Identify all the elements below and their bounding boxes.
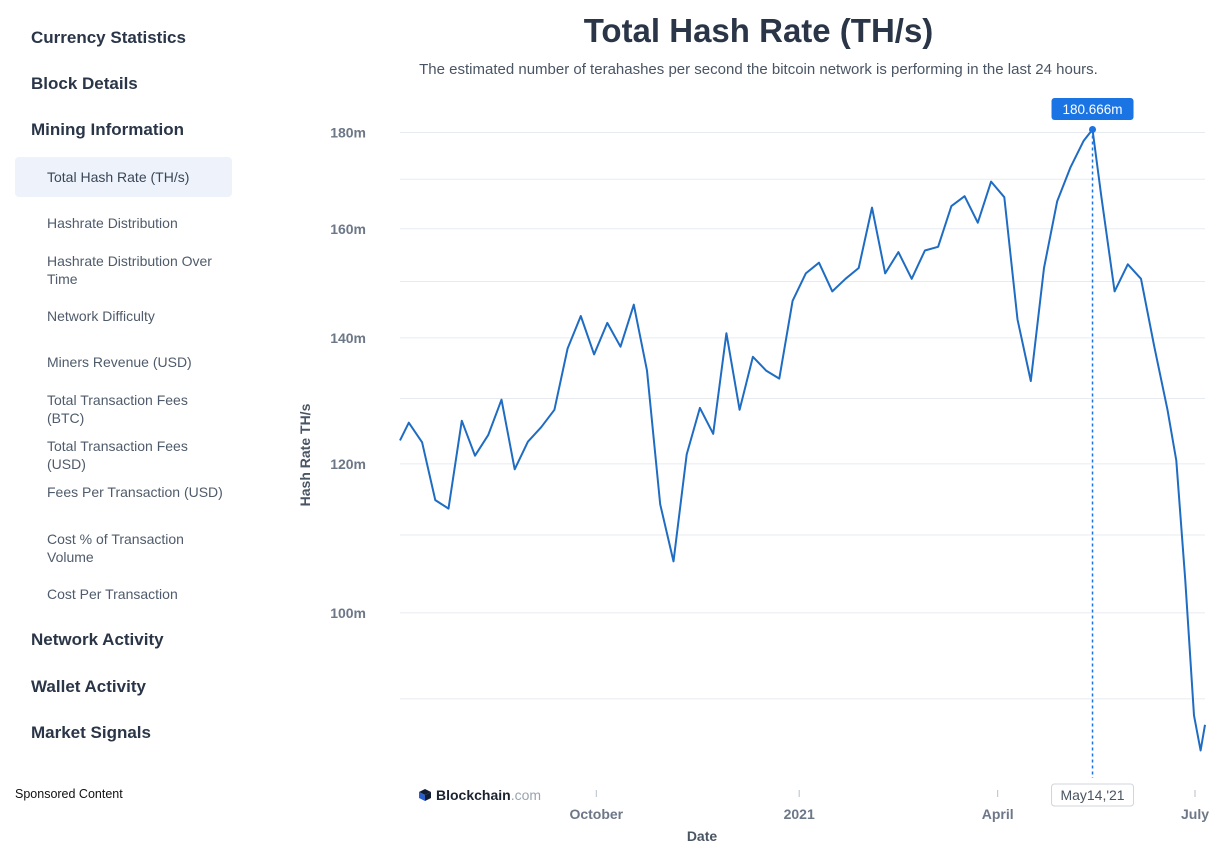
nav-miners-revenue[interactable]: Miners Revenue (USD) (47, 354, 192, 370)
blockchain-brand-text: Blockchain (436, 787, 511, 803)
y-axis-ticks: 100m 120m 140m 160m 180m (330, 125, 366, 621)
y-tick-label: 120m (330, 456, 366, 472)
x-tick-label: October (569, 806, 623, 822)
x-tick-label: April (982, 806, 1014, 822)
nav-cost-percent-transaction-volume[interactable]: Cost % of Transaction Volume (47, 531, 184, 565)
tooltip-value: 180.666m (1062, 102, 1122, 117)
nav-cost-per-transaction[interactable]: Cost Per Transaction (47, 586, 178, 602)
blockchain-domain-text: .com (510, 787, 542, 803)
nav-hashrate-distribution[interactable]: Hashrate Distribution (47, 215, 178, 231)
grid-lines (400, 132, 1205, 700)
nav-fees-per-transaction[interactable]: Fees Per Transaction (USD) (47, 484, 223, 500)
nav-mining-information[interactable]: Mining Information (31, 120, 184, 139)
chart-title: Total Hash Rate (TH/s) (583, 12, 934, 49)
x-tick-label: July (1181, 806, 1209, 822)
nav-total-transaction-fees-btc[interactable]: Total Transaction Fees (BTC) (47, 392, 188, 426)
tooltip: 180.666m May14,'21 (1051, 98, 1135, 807)
nav-total-transaction-fees-usd[interactable]: Total Transaction Fees (USD) (47, 438, 188, 472)
blockchain-cube-icon (419, 789, 431, 801)
y-tick-label: 180m (330, 125, 366, 141)
y-tick-label: 160m (330, 221, 366, 237)
hash-rate-series-line (399, 128, 1206, 752)
nav-total-hash-rate[interactable]: Total Hash Rate (TH/s) (15, 157, 232, 197)
sidebar: Currency Statistics Block Details Mining… (0, 0, 250, 852)
nav-block-details[interactable]: Block Details (31, 74, 138, 93)
nav-hashrate-distribution-over-time[interactable]: Hashrate Distribution Over Time (47, 253, 212, 287)
tooltip-date-box (1051, 783, 1135, 807)
tooltip-date: May14,'21 (1060, 787, 1124, 803)
tooltip-point (1089, 126, 1097, 134)
nav-currency-statistics[interactable]: Currency Statistics (31, 28, 186, 47)
x-axis-ticks: October 2021 April July (569, 790, 1209, 822)
nav-total-hash-rate-label: Total Hash Rate (TH/s) (47, 169, 190, 185)
nav-market-signals[interactable]: Market Signals (31, 723, 151, 742)
chart-subtitle: The estimated number of terahashes per s… (419, 61, 1098, 78)
blockchain-logo: Blockchain .com (418, 787, 541, 803)
nav-network-activity[interactable]: Network Activity (31, 630, 164, 649)
x-tick-label: 2021 (784, 806, 815, 822)
nav-wallet-activity[interactable]: Wallet Activity (31, 677, 146, 696)
y-tick-label: 140m (330, 330, 366, 346)
x-axis-title: Date (687, 828, 718, 844)
nav-network-difficulty[interactable]: Network Difficulty (47, 308, 155, 324)
y-axis-title: Hash Rate TH/s (297, 403, 313, 506)
tooltip-value-box (1051, 98, 1134, 120)
y-tick-label: 100m (330, 605, 366, 621)
sponsored-content-label: Sponsored Content (15, 787, 123, 801)
